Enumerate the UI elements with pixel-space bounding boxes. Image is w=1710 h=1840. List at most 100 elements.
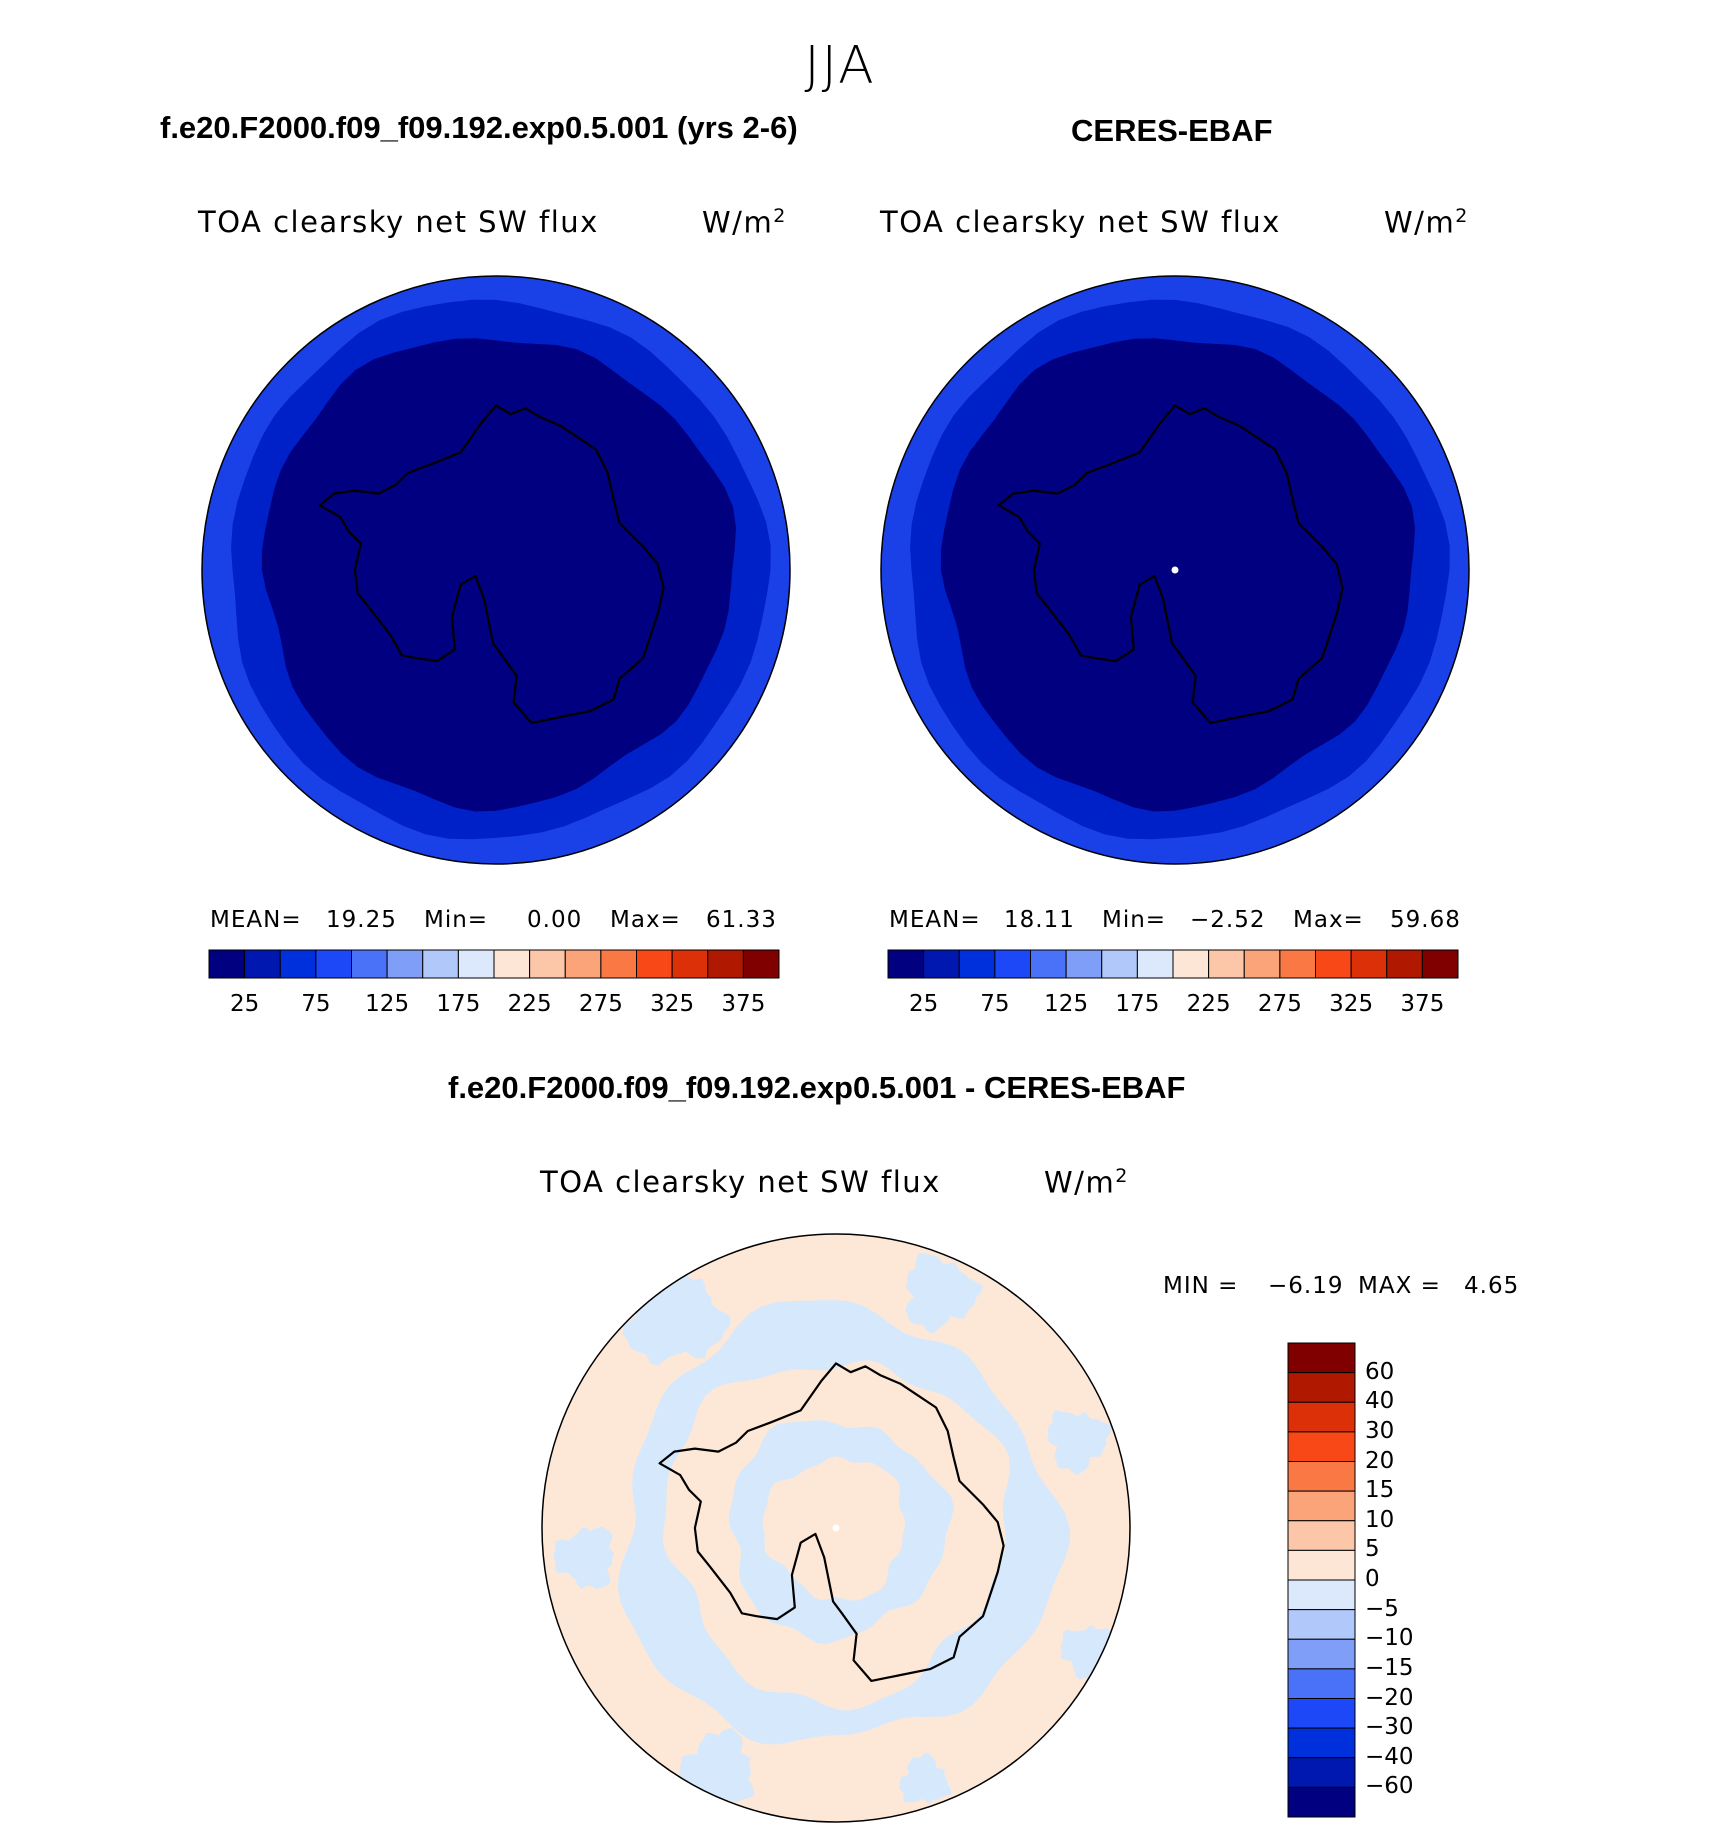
panel-1-colorbar-tick: 175 [436, 991, 481, 1017]
panel-1-colorbar-tick: 75 [301, 991, 331, 1017]
panel-1-variable: TOA clearsky net SW flux [198, 205, 599, 239]
panel-1-map [201, 275, 791, 865]
panel-3-colorbar-swatch [1287, 1757, 1356, 1788]
panel-3-colorbar-tick: 20 [1365, 1447, 1395, 1474]
panel-2-colorbar-swatch [1421, 949, 1459, 979]
panel-3-variable: TOA clearsky net SW flux [540, 1165, 941, 1199]
panel-2-colorbar-swatch [1136, 949, 1174, 979]
panel-1-mean-label: MEAN= [210, 907, 302, 933]
panel-3-units: W/m2 [1044, 1165, 1129, 1200]
panel-3-colorbar-tick: 5 [1365, 1536, 1380, 1563]
panel-2-max-label: Max= [1293, 907, 1364, 933]
panel-3-colorbar-swatch [1287, 1786, 1356, 1818]
panel-3-neg-patch [679, 1727, 755, 1806]
panel-2-colorbar-swatch [1243, 949, 1281, 979]
panel-1-colorbar-tick: 125 [365, 991, 410, 1017]
panel-2-colorbar-tick: 375 [1400, 991, 1445, 1017]
panel-2-pole-dot [1171, 566, 1179, 574]
panel-1-colorbar-swatch [279, 949, 317, 979]
panel-2-colorbar-tick: 225 [1186, 991, 1231, 1017]
panel-3-colorbar-swatch [1287, 1461, 1356, 1492]
panel-2-colorbar-swatch [1101, 949, 1138, 979]
season-title: JJA [804, 36, 876, 96]
panel-2-colorbar-swatch [1279, 949, 1316, 979]
panel-3-neg-patch [553, 1526, 614, 1590]
panel-1-colorbar-swatch [386, 949, 424, 979]
panel-3-colorbar-swatch [1287, 1490, 1356, 1522]
panel-1-colorbar-swatch [351, 949, 388, 979]
panel-2-colorbar-swatch [1350, 949, 1388, 979]
panel-3-colorbar-swatch [1287, 1638, 1356, 1670]
panel-1-colorbar-swatch [529, 949, 566, 979]
panel-1-colorbar-swatch [457, 949, 495, 979]
panel-3-colorbar-swatch [1287, 1609, 1356, 1640]
panel-2-colorbar-swatch [887, 949, 925, 979]
panel-2-title: CERES-EBAF [1071, 113, 1273, 148]
panel-3-colorbar-swatch [1287, 1342, 1356, 1374]
panel-1-coastline [318, 404, 665, 724]
panel-1-colorbar-swatch [422, 949, 459, 979]
panel-2-map [880, 275, 1470, 865]
panel-2-colorbar-swatch [1065, 949, 1103, 979]
panel-3-pole-dot [832, 1524, 840, 1532]
panel-2-units-text: W/m [1384, 205, 1456, 240]
panel-1-colorbar-tick: 225 [507, 991, 552, 1017]
panel-1-colorbar-swatch [671, 949, 709, 979]
panel-2-units-sup: 2 [1455, 205, 1469, 227]
panel-2-units: W/m2 [1384, 205, 1469, 240]
panel-2-variable: TOA clearsky net SW flux [880, 205, 1281, 239]
panel-3-colorbar-swatch [1287, 1520, 1356, 1551]
panel-1-colorbar [208, 949, 780, 979]
panel-3-units-sup: 2 [1115, 1165, 1129, 1187]
panel-1-colorbar-swatch [493, 949, 531, 979]
panel-1-band-0-25 [261, 338, 736, 812]
panel-3-colorbar-swatch [1287, 1431, 1356, 1462]
panel-1-colorbar-swatch [208, 949, 246, 979]
panel-1-colorbar-swatch [742, 949, 780, 979]
panel-3-colorbar-tick: −60 [1365, 1773, 1414, 1800]
panel-1-colorbar-swatch [564, 949, 602, 979]
panel-1-title: f.e20.F2000.f09_f09.192.exp0.5.001 (yrs … [160, 110, 798, 145]
panel-2-mean-label: MEAN= [889, 907, 981, 933]
panel-1-colorbar-swatch [707, 949, 744, 979]
panel-3-colorbar-swatch [1287, 1549, 1356, 1581]
panel-1-min-label: Min= [424, 907, 489, 933]
panel-3-min: −6.19 [1268, 1273, 1344, 1299]
panel-3-colorbar-swatch [1287, 1727, 1356, 1759]
panel-3-colorbar-swatch [1287, 1579, 1356, 1611]
panel-3-colorbar-swatch [1287, 1668, 1356, 1699]
panel-1-colorbar-swatch [244, 949, 281, 979]
panel-1-colorbar-tick: 275 [578, 991, 623, 1017]
panel-3-colorbar-tick: −40 [1365, 1743, 1414, 1770]
panel-3-colorbar-tick: −30 [1365, 1714, 1414, 1741]
panel-2-colorbar-tick: 275 [1257, 991, 1302, 1017]
panel-3-title: f.e20.F2000.f09_f09.192.exp0.5.001 - CER… [448, 1070, 1186, 1105]
panel-2-colorbar-swatch [994, 949, 1031, 979]
panel-3-colorbar-tick: 30 [1365, 1417, 1395, 1444]
panel-2-min: −2.52 [1190, 907, 1266, 933]
panel-3-colorbar-tick: 40 [1365, 1388, 1395, 1415]
panel-1-max-label: Max= [610, 907, 681, 933]
panel-2-colorbar-tick: 125 [1044, 991, 1089, 1017]
panel-2-colorbar-tick: 75 [980, 991, 1010, 1017]
panel-1-units-text: W/m [702, 205, 774, 240]
panel-3-colorbar-tick: −15 [1365, 1654, 1414, 1681]
panel-3-colorbar-tick: 15 [1365, 1477, 1395, 1504]
panel-1-colorbar-swatch [315, 949, 352, 979]
panel-1-mean: 19.25 [326, 907, 397, 933]
panel-1-max: 61.33 [706, 907, 777, 933]
panel-2-colorbar-swatch [1315, 949, 1352, 979]
panel-3-neg-patch [899, 1752, 952, 1804]
panel-2-outline [880, 275, 1470, 865]
panel-3-neg-patch [1047, 1409, 1114, 1476]
panel-1-colorbar-tick: 25 [229, 991, 260, 1017]
panel-3-outline [541, 1233, 1131, 1823]
panel-2-colorbar-swatch [1172, 949, 1210, 979]
panel-3-colorbar-tick: −20 [1365, 1684, 1414, 1711]
panel-3-colorbar-tick: −5 [1365, 1595, 1399, 1622]
panel-2-colorbar-swatch [1208, 949, 1245, 979]
panel-2-colorbar-tick: 175 [1115, 991, 1160, 1017]
panel-3-min-label: MIN = [1163, 1273, 1239, 1299]
